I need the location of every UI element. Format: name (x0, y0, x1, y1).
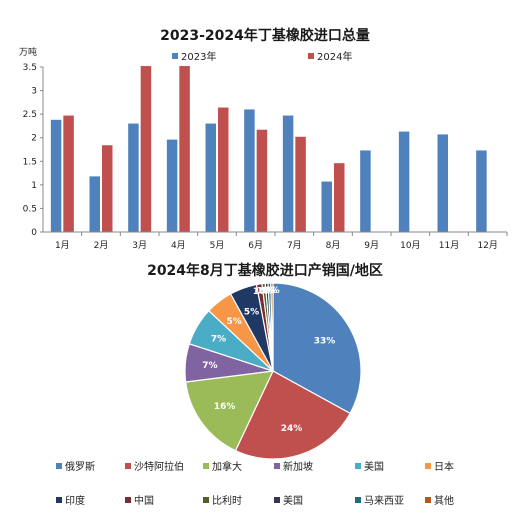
pie-legend-swatch (274, 497, 280, 503)
bar-2023年-9月 (360, 150, 371, 232)
pie-slice-其他 (270, 282, 274, 372)
bar-2023年-8月 (321, 181, 332, 232)
pie-legend-label: 新加坡 (283, 460, 313, 473)
pie-chart: 2024年8月丁基橡胶进口产销国/地区 33%24%16%7%7%5%5%1%1… (56, 262, 454, 507)
pie-slice-label: 16% (214, 402, 236, 412)
pie-legend-swatch (355, 497, 361, 503)
pie-legend-swatch (125, 497, 131, 503)
pie-legend-label: 美国 (283, 494, 303, 507)
bar-chart-title: 2023-2024年丁基橡胶进口总量 (160, 27, 370, 44)
pie-slice-label: 0% (264, 286, 279, 296)
x-tick-label: 12月 (477, 240, 497, 251)
bar-chart: 2023-2024年丁基橡胶进口总量 万吨 0 0.5 1 1.5 2 2.5 3 3.5 1月… (19, 27, 508, 251)
pie-legend-label: 沙特阿拉伯 (134, 460, 184, 473)
pie-legend-label: 比利时 (212, 495, 242, 507)
pie-legend-swatch (203, 463, 209, 469)
bar-2023年-5月 (205, 123, 216, 232)
pie-legend-label: 日本 (434, 460, 454, 473)
x-tick-label: 11月 (439, 240, 459, 251)
y-tick-label: 3.5 (23, 63, 37, 73)
pie-legend-swatch (203, 497, 209, 503)
bar-2024年-7月 (295, 136, 306, 232)
pie-legend-swatch (125, 463, 131, 469)
pie-slice-label: 1% (257, 287, 272, 297)
bar-2023年-1月 (50, 119, 62, 232)
pie-slice-label: 7% (211, 335, 226, 345)
bar-2023年-12月 (476, 150, 487, 232)
pie-slice-加拿大 (185, 370, 275, 452)
x-tick-label: 10月 (400, 240, 420, 251)
y-tick-label: 0.5 (23, 204, 37, 214)
pie-legend-swatch (274, 463, 280, 469)
pie-slice-label: 1% (253, 287, 268, 297)
x-tick-label: 9月 (364, 240, 379, 251)
pie-slice-label: 33% (314, 337, 336, 347)
x-tick-label: 5月 (210, 240, 225, 251)
bar-2024年-8月 (334, 163, 345, 232)
y-tick-label: 0 (31, 228, 37, 238)
bar-2023年-7月 (282, 115, 294, 232)
bar-2024年-3月 (140, 66, 152, 232)
bar-2024年-1月 (63, 115, 74, 232)
pie-legend-label: 印度 (65, 494, 85, 507)
legend-label: 2023年 (181, 50, 216, 63)
pie-slice-label: 5% (227, 317, 242, 327)
pie-legend-label: 俄罗斯 (65, 460, 95, 473)
x-tick-label: 2月 (94, 240, 109, 251)
y-axis-unit-label: 万吨 (19, 46, 37, 58)
y-tick-label: 3 (31, 87, 37, 97)
pie-slice-沙特阿拉伯 (234, 370, 351, 460)
x-tick-label: 6月 (248, 240, 263, 251)
bar-2024年-5月 (218, 107, 229, 232)
bar-2024年-4月 (179, 66, 190, 232)
pie-legend-swatch (425, 463, 431, 469)
bar-2023年-6月 (244, 109, 255, 232)
bar-2023年-3月 (128, 123, 139, 232)
pie-slice-label: 0% (260, 286, 275, 296)
bar-2024年-6月 (256, 129, 268, 232)
x-tick-label: 7月 (287, 240, 302, 251)
x-tick-label: 3月 (132, 240, 147, 251)
legend-swatch (308, 53, 314, 59)
pie-chart-title: 2024年8月丁基橡胶进口产销国/地区 (147, 262, 383, 279)
bar-2024年-2月 (102, 145, 113, 232)
pie-legend-label: 马来西亚 (364, 495, 404, 507)
pie-legend-label: 美国 (364, 460, 384, 473)
pie-slice-label: 5% (244, 307, 259, 317)
legend-swatch (172, 53, 178, 59)
pie-legend-swatch (56, 497, 62, 503)
x-tick-label: 8月 (326, 240, 341, 251)
bar-2023年-10月 (398, 131, 410, 232)
pie-slice-label: 0% (262, 286, 277, 296)
x-tick-label: 4月 (171, 240, 186, 251)
y-tick-label: 2.5 (23, 110, 37, 120)
pie-legend-swatch (425, 497, 431, 503)
pie-slice-label: 24% (281, 424, 303, 434)
pie-slice-俄罗斯 (272, 282, 362, 415)
pie-legend-label: 中国 (134, 494, 154, 507)
pie-legend-label: 其他 (434, 494, 454, 507)
y-tick-label: 1.5 (23, 157, 37, 167)
pie-legend-swatch (355, 463, 361, 469)
x-tick-label: 1月 (55, 240, 70, 251)
pie-slice-label: 7% (202, 361, 217, 371)
pie-legend-swatch (56, 463, 62, 469)
y-tick-label: 1 (31, 181, 37, 191)
y-tick-label: 2 (31, 134, 37, 144)
bar-2023年-4月 (166, 139, 178, 232)
bar-2023年-11月 (437, 134, 448, 232)
legend-label: 2024年 (317, 50, 352, 63)
bar-2023年-2月 (89, 176, 100, 232)
pie-legend-label: 加拿大 (212, 460, 242, 473)
